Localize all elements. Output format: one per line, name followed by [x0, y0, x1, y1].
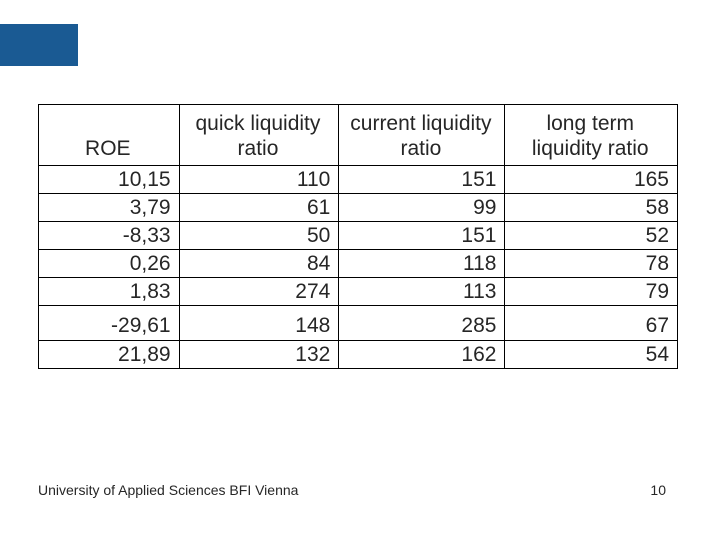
cell: 10,15: [39, 166, 180, 194]
cell: 3,79: [39, 194, 180, 222]
cell: 21,89: [39, 341, 180, 369]
cell: 84: [179, 250, 339, 278]
table-row: 21,89 132 162 54: [39, 341, 678, 369]
cell: 151: [339, 222, 505, 250]
cell: 132: [179, 341, 339, 369]
table-header-row: ROE quick liquidity ratio current liquid…: [39, 105, 678, 166]
cell: 78: [505, 250, 678, 278]
page-number: 10: [650, 482, 666, 498]
table-row: -8,33 50 151 52: [39, 222, 678, 250]
footer-institution: University of Applied Sciences BFI Vienn…: [38, 482, 298, 498]
table-row: -29,61 148 285 67: [39, 306, 678, 341]
cell: 54: [505, 341, 678, 369]
table-row: 10,15 110 151 165: [39, 166, 678, 194]
table-row: 0,26 84 118 78: [39, 250, 678, 278]
cell: 67: [505, 306, 678, 341]
accent-block: [0, 24, 78, 66]
cell: 148: [179, 306, 339, 341]
cell: 50: [179, 222, 339, 250]
cell: -29,61: [39, 306, 180, 341]
col-header-quick: quick liquidity ratio: [179, 105, 339, 166]
col-header-roe: ROE: [39, 105, 180, 166]
cell: -8,33: [39, 222, 180, 250]
table-row: 3,79 61 99 58: [39, 194, 678, 222]
cell: 285: [339, 306, 505, 341]
cell: 61: [179, 194, 339, 222]
cell: 58: [505, 194, 678, 222]
financial-ratios-table: ROE quick liquidity ratio current liquid…: [38, 104, 678, 369]
cell: 162: [339, 341, 505, 369]
cell: 1,83: [39, 278, 180, 306]
cell: 151: [339, 166, 505, 194]
table-row: 1,83 274 113 79: [39, 278, 678, 306]
cell: 274: [179, 278, 339, 306]
cell: 52: [505, 222, 678, 250]
cell: 113: [339, 278, 505, 306]
cell: 99: [339, 194, 505, 222]
cell: 165: [505, 166, 678, 194]
table-body: 10,15 110 151 165 3,79 61 99 58 -8,33 50…: [39, 166, 678, 369]
cell: 79: [505, 278, 678, 306]
col-header-longterm: long term liquidity ratio: [505, 105, 678, 166]
cell: 118: [339, 250, 505, 278]
cell: 110: [179, 166, 339, 194]
cell: 0,26: [39, 250, 180, 278]
table: ROE quick liquidity ratio current liquid…: [38, 104, 678, 369]
col-header-current: current liquidity ratio: [339, 105, 505, 166]
